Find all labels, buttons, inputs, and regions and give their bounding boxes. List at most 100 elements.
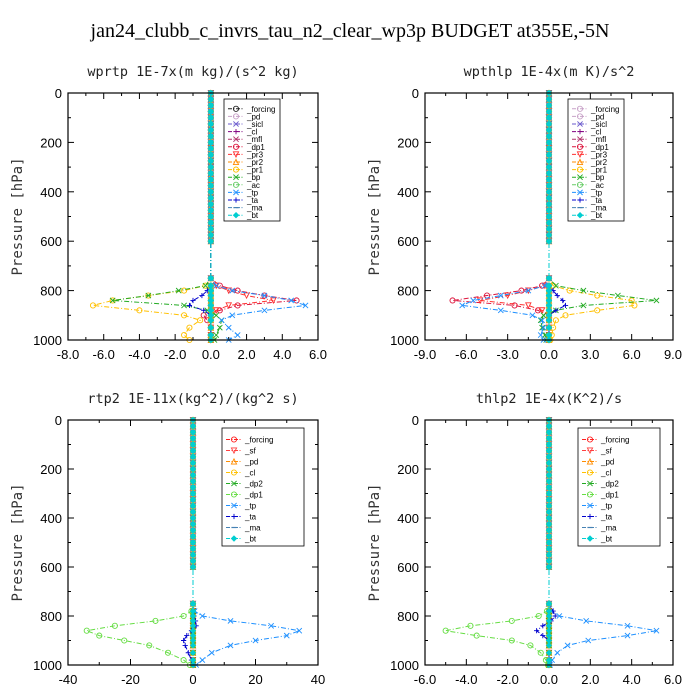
data-point — [534, 628, 540, 634]
legend-marker — [232, 211, 240, 219]
data-point — [234, 332, 241, 338]
data-point — [545, 447, 553, 454]
y-tick-label: 200 — [397, 135, 419, 150]
legend-entry: _sicl — [590, 120, 607, 129]
legend-marker — [233, 174, 239, 181]
data-point — [553, 307, 559, 313]
data-point — [529, 312, 536, 319]
data-point — [207, 157, 215, 165]
series-dp1 — [449, 89, 553, 344]
legend-entry: _dp2 — [600, 480, 619, 489]
x-tick-label: -6.0 — [455, 347, 477, 362]
data-point — [504, 292, 511, 300]
chart-panel-1: wprtp 1E-7x(m kg)/(s^2 kg) Pressure [hPa]… — [10, 64, 327, 362]
data-point — [180, 657, 187, 664]
y-tick-label: 0 — [412, 86, 419, 101]
legend-entry: _dp1 — [244, 491, 263, 500]
data-point — [538, 307, 546, 314]
series-bp — [109, 90, 225, 343]
data-point — [449, 297, 456, 304]
data-point — [283, 632, 290, 639]
panel-title: wpthlp 1E-4x(m K)/s^2 — [464, 64, 635, 80]
data-point — [184, 633, 190, 639]
series-pr1 — [89, 89, 214, 344]
data-point — [497, 292, 504, 299]
legend-entry: _forcing — [590, 105, 619, 114]
data-point — [207, 114, 215, 121]
legend-marker — [586, 457, 594, 465]
legend-marker — [233, 121, 239, 127]
legend-entry: _sf — [244, 447, 256, 456]
legend-marker — [232, 113, 240, 120]
data-point — [545, 539, 553, 546]
data-point — [218, 317, 225, 324]
y-axis-label: Pressure [hPa] — [10, 157, 26, 275]
y-tick-label: 600 — [40, 234, 62, 249]
data-point — [545, 324, 553, 331]
data-point — [562, 312, 569, 319]
legend-entry: _bt — [590, 211, 603, 220]
y-tick-label: 400 — [40, 511, 62, 526]
legend-marker — [576, 113, 584, 120]
data-point — [189, 429, 197, 436]
data-point — [186, 324, 193, 331]
legend-entry: _bp — [590, 173, 605, 182]
x-tick-label: 9.0 — [664, 347, 682, 362]
series-line — [192, 420, 302, 666]
legend-entry: _pd — [600, 458, 614, 467]
x-tick-label: 0 — [189, 672, 196, 687]
data-point — [545, 188, 553, 196]
data-point — [189, 551, 197, 558]
legend-marker — [232, 181, 240, 188]
y-tick-label: 600 — [397, 560, 419, 575]
y-tick-label: 0 — [55, 86, 62, 101]
data-point — [545, 496, 553, 503]
data-point — [189, 465, 197, 473]
data-point — [216, 324, 223, 331]
legend: _forcing_pd_sicl_cl_mfl_dp1_pr3_pr2_pr1_… — [223, 98, 281, 222]
data-point — [207, 145, 215, 152]
data-point — [566, 287, 573, 294]
y-tick-label: 600 — [40, 560, 62, 575]
x-tick-label: -2.0 — [496, 672, 518, 687]
x-tick-label: 40 — [311, 672, 325, 687]
data-point — [545, 490, 553, 497]
legend-marker — [230, 457, 238, 465]
data-point — [545, 176, 553, 183]
data-point — [624, 632, 631, 639]
data-point — [207, 237, 215, 245]
data-point — [189, 514, 197, 522]
legend-marker — [232, 105, 240, 112]
y-tick-label: 800 — [397, 609, 419, 624]
data-point — [207, 213, 215, 220]
legend-entry: _pr3 — [590, 150, 608, 159]
legend-entry: _ta — [246, 196, 259, 205]
data-point — [189, 563, 197, 571]
data-point — [207, 188, 215, 196]
legend-marker — [576, 181, 584, 188]
data-point — [109, 297, 116, 304]
data-point — [545, 441, 553, 448]
y-tick-label: 1000 — [33, 658, 62, 673]
x-tick-label: 0.0 — [540, 347, 558, 362]
x-tick-label: -3.0 — [496, 347, 518, 362]
data-point — [545, 649, 553, 656]
legend-entry: _sicl — [246, 120, 263, 129]
plot-frame — [424, 419, 674, 666]
data-point — [545, 527, 553, 534]
data-point — [189, 557, 197, 565]
data-point — [545, 317, 553, 324]
legend-entry: _forcing — [244, 436, 273, 445]
data-point — [200, 312, 207, 319]
data-point — [189, 642, 197, 649]
legend-entry: _tp — [244, 502, 257, 511]
data-point — [208, 649, 215, 656]
data-point — [540, 623, 546, 629]
series-bt — [207, 89, 215, 344]
data-point — [545, 200, 553, 208]
series-dp1 — [83, 416, 197, 669]
legend-marker — [230, 491, 238, 498]
data-point — [556, 613, 563, 619]
data-point — [181, 312, 188, 319]
data-point — [302, 302, 309, 309]
